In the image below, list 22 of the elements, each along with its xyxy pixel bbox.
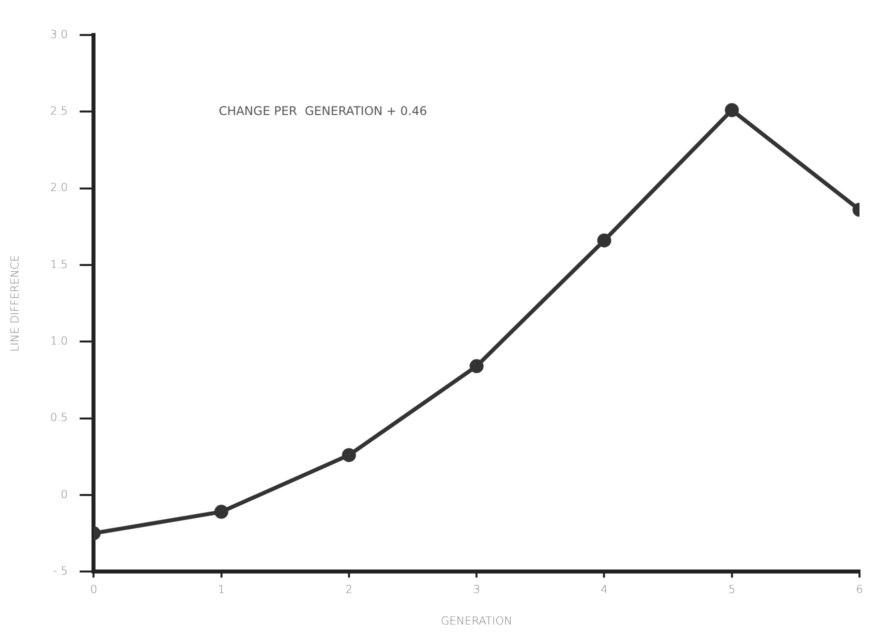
y-tick-label: 0 xyxy=(60,488,68,501)
y-tick-label: 2.5 xyxy=(50,104,68,118)
point xyxy=(597,233,612,248)
x-tick-label: 0 xyxy=(90,583,98,596)
x-tick-label: 1 xyxy=(218,583,225,596)
point xyxy=(342,448,356,462)
point xyxy=(724,103,739,118)
x-tick-label: 5 xyxy=(728,583,736,596)
x-tick-label: 2 xyxy=(345,583,352,596)
y-tick-label: 3.0 xyxy=(50,28,68,41)
x-tick-label: 3 xyxy=(473,583,480,596)
y-tick-label: -.5 xyxy=(53,564,68,578)
point xyxy=(470,359,484,374)
x-tick-label: 4 xyxy=(600,583,608,596)
y-tick-label: 2.0 xyxy=(50,181,68,194)
annotation: CHANGE PER GENERATION + 0.46 xyxy=(218,104,428,118)
y-axis-title: LINE DIFFERENCE xyxy=(8,254,22,352)
y-tick-label: 1.5 xyxy=(50,258,68,271)
x-axis-title: GENERATION xyxy=(440,614,512,628)
x-tick-label: 6 xyxy=(856,583,863,596)
y-tick-label: 0.5 xyxy=(50,411,68,424)
y-tick-label: 1.0 xyxy=(50,334,68,348)
